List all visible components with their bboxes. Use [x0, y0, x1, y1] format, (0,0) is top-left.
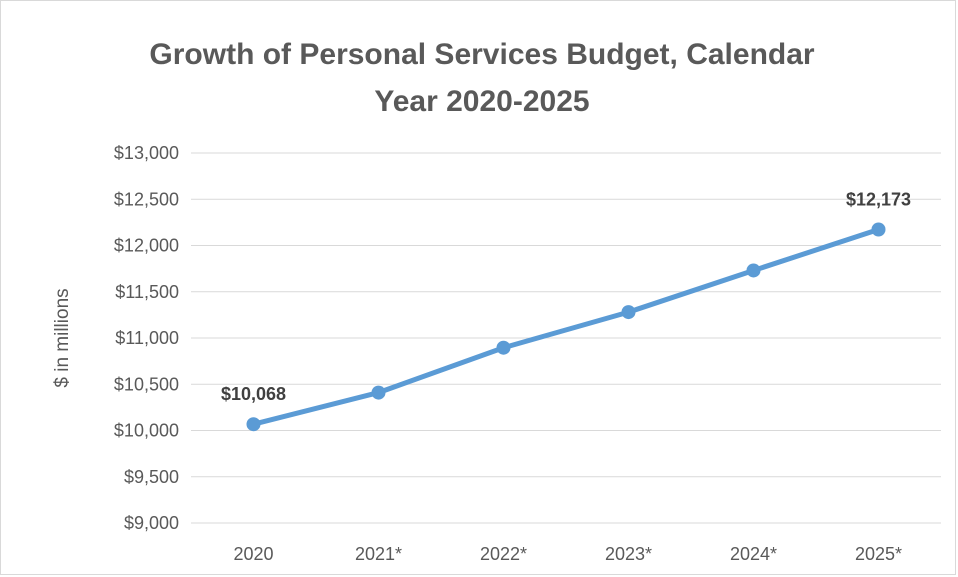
y-tick-label: $13,000 — [114, 143, 179, 163]
y-tick-label: $12,000 — [114, 236, 179, 256]
y-tick-label: $9,000 — [124, 513, 179, 533]
y-tick-label: $9,500 — [124, 467, 179, 487]
series-line — [251, 226, 881, 427]
x-tick-label: 2023* — [605, 544, 652, 564]
x-tick-label: 2020 — [233, 544, 273, 564]
x-tick-label: 2021* — [355, 544, 402, 564]
data-point — [246, 417, 261, 432]
x-axis-ticks: 2020 2021* 2022* 2023* 2024* 2025* — [233, 544, 902, 564]
chart-title-line-2: Year 2020-2025 — [374, 85, 589, 118]
y-axis-ticks: $9,000 $9,500 $10,000 $10,500 $11,000 $11,500… — [114, 143, 179, 533]
y-tick-label: $11,000 — [115, 328, 179, 348]
y-tick-label: $10,500 — [114, 374, 179, 394]
y-tick-label: $12,500 — [114, 189, 179, 209]
y-tick-label: $11,500 — [115, 282, 179, 302]
x-tick-label: 2025* — [855, 544, 902, 564]
data-label: $10,068 — [221, 384, 286, 404]
data-point — [371, 385, 386, 400]
y-tick-label: $10,000 — [114, 421, 179, 441]
data-labels: $10,068 $12,173 — [221, 189, 911, 404]
y-axis-title: $ in millions — [52, 288, 73, 387]
x-tick-label: 2024* — [730, 544, 777, 564]
chart-title-line-1: Growth of Personal Services Budget, Cale… — [149, 38, 814, 71]
data-point — [871, 222, 886, 237]
data-point — [496, 340, 511, 355]
data-label: $12,173 — [846, 189, 911, 209]
data-point — [746, 263, 761, 278]
data-point — [621, 305, 636, 320]
series-layer — [246, 222, 886, 432]
x-tick-label: 2022* — [480, 544, 527, 564]
gridlines — [191, 152, 941, 524]
